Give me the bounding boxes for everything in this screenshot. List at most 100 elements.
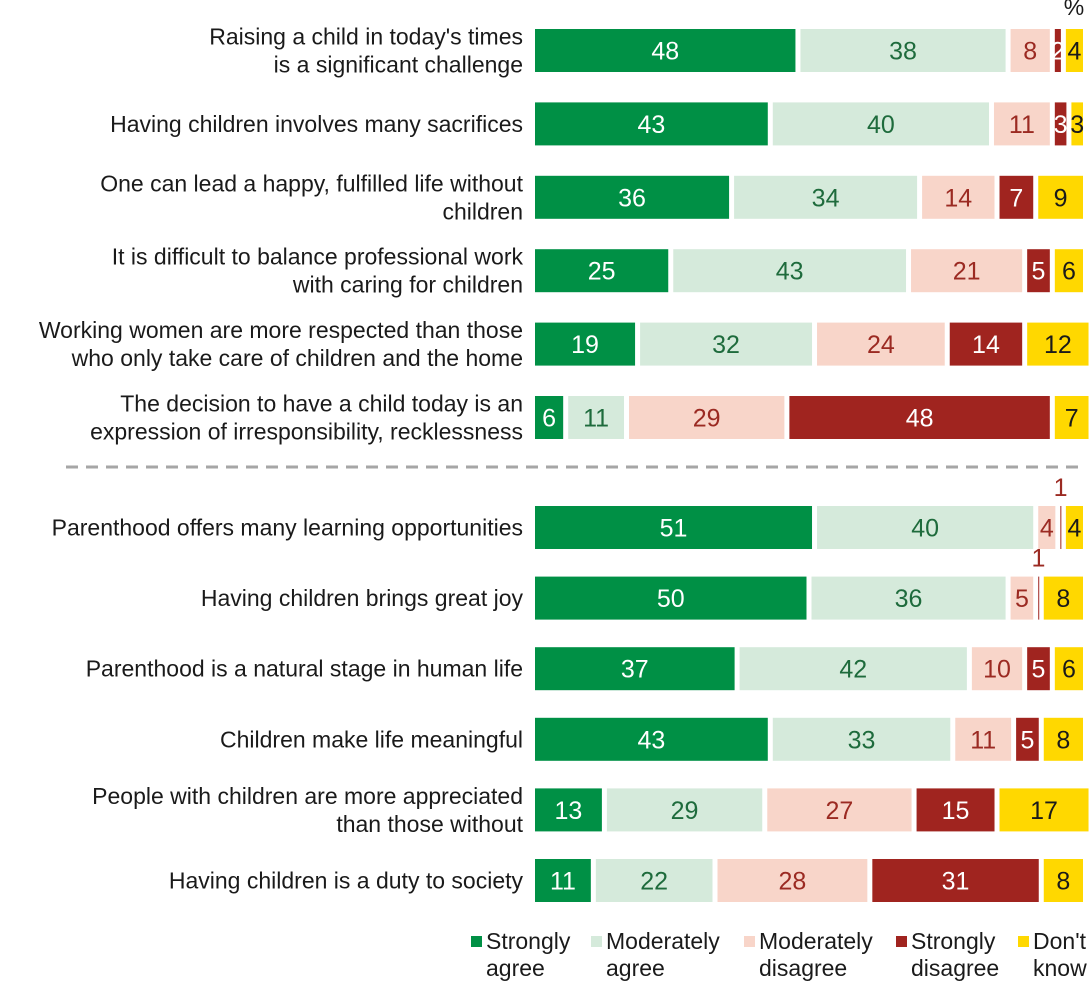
bar-segment-sa	[535, 102, 768, 146]
category-label: Having children involves many sacrifices	[110, 111, 523, 137]
bar-segment-ma	[817, 506, 1034, 549]
data-label: 34	[812, 184, 840, 212]
legend-label: Moderately	[606, 928, 720, 954]
data-label: 12	[1044, 331, 1072, 359]
bar-row: Having children brings great joy 50 36 518	[201, 545, 1083, 620]
data-label: 9	[1054, 184, 1068, 212]
bar-segment-dk	[1043, 859, 1083, 902]
data-label: 1	[1054, 474, 1068, 502]
bar-row: Working women are more respected than th…	[39, 317, 1089, 371]
data-label: 21	[953, 258, 981, 286]
data-label: 11	[550, 868, 576, 896]
bar-row: One can lead a happy, fulfilled life wit…	[100, 170, 1083, 224]
legend-swatch	[471, 936, 482, 947]
category-label: who only take care of children and the h…	[71, 345, 523, 371]
bar-segment-sa	[535, 322, 636, 366]
bar-segment-sa	[535, 788, 602, 832]
bar-segment-ma	[606, 788, 763, 832]
bar-segment-sa	[535, 249, 669, 293]
data-label: 7	[1009, 184, 1023, 212]
bar-row: Having children involves many sacrifices…	[110, 102, 1084, 146]
category-label: is a significant challenge	[274, 52, 523, 78]
bar-segment-dk	[1043, 576, 1083, 620]
bar-segment-ma	[734, 175, 918, 219]
bar-segment-sa	[535, 175, 730, 219]
data-label: 36	[618, 184, 646, 212]
data-label: 48	[906, 405, 934, 433]
data-label: 31	[942, 868, 970, 896]
bar-segment-sa	[535, 576, 807, 620]
data-label: 5	[1032, 656, 1046, 684]
legend-label: Moderately	[759, 928, 873, 954]
data-label: 48	[651, 38, 679, 66]
bar-row: Having children is a duty to society 11 22…	[169, 859, 1083, 902]
legend-label: Strongly	[486, 928, 571, 954]
data-label: 38	[889, 38, 917, 66]
bar-segment-md	[1038, 506, 1056, 549]
bar-row: Parenthood is a natural stage in human l…	[86, 647, 1083, 691]
data-label: 1	[1032, 545, 1046, 573]
category-label: People with children are more appreciate…	[92, 783, 523, 809]
legend-label: agree	[606, 955, 665, 981]
bar-segment-sd	[1054, 29, 1061, 72]
bar-segment-sd	[916, 788, 995, 832]
data-label: 40	[867, 111, 895, 139]
legend-swatch	[896, 936, 907, 947]
bar-segment-md	[767, 788, 912, 832]
bar-segment-sd	[872, 859, 1039, 902]
data-label: 8	[1056, 585, 1070, 613]
bar-segment-md	[971, 647, 1023, 691]
bar-segment-ma	[811, 576, 1006, 620]
bar-row: It is difficult to balance professional …	[112, 244, 1083, 298]
category-label: Raising a child in today's times	[209, 24, 523, 50]
legend-swatch	[591, 936, 602, 947]
legend-label: Strongly	[911, 928, 996, 954]
legend-swatch	[744, 936, 755, 947]
data-label: 6	[1062, 656, 1076, 684]
category-label: One can lead a happy, fulfilled life wit…	[100, 170, 523, 196]
data-label: 14	[972, 331, 1000, 359]
bar-segment-dk	[999, 788, 1089, 832]
bar-segment-ma	[640, 322, 813, 366]
bar-segment-md	[922, 175, 995, 219]
unit-label: %	[1064, 0, 1084, 20]
data-label: 8	[1056, 868, 1070, 896]
bar-segment-dk	[1043, 717, 1083, 761]
data-label: 22	[640, 868, 668, 896]
data-label: 8	[1023, 38, 1037, 66]
category-label: It is difficult to balance professional …	[112, 244, 524, 270]
data-label: 13	[555, 797, 583, 825]
data-label: 6	[542, 405, 556, 433]
data-label: 11	[583, 405, 609, 433]
data-label: 6	[1062, 258, 1076, 286]
bar-segment-sd	[1027, 647, 1050, 691]
legend-label: agree	[486, 955, 545, 981]
bar-segment-sa	[535, 647, 735, 691]
data-label: 14	[944, 184, 972, 212]
bar-segment-md	[717, 859, 868, 902]
category-label: Parenthood is a natural stage in human l…	[86, 656, 523, 682]
category-label: The decision to have a child today is an	[120, 391, 523, 417]
data-label: 11	[1009, 111, 1035, 139]
data-label: 43	[637, 726, 665, 754]
bar-segment-ma	[772, 717, 951, 761]
data-label: 43	[776, 258, 804, 286]
legend-label: disagree	[759, 955, 847, 981]
data-label: 4	[1067, 38, 1081, 66]
data-label: 27	[826, 797, 854, 825]
bar-segment-sa	[535, 29, 796, 72]
bar-segment-dk	[1054, 647, 1083, 691]
legend-label: Don't	[1033, 928, 1087, 954]
data-label: 10	[983, 656, 1011, 684]
data-label: 37	[621, 656, 649, 684]
data-label: 19	[571, 331, 599, 359]
bar-segment-dk	[1054, 249, 1083, 293]
data-label: 17	[1030, 797, 1058, 825]
bar-segment-sa	[535, 859, 591, 902]
data-label: 5	[1032, 258, 1046, 286]
